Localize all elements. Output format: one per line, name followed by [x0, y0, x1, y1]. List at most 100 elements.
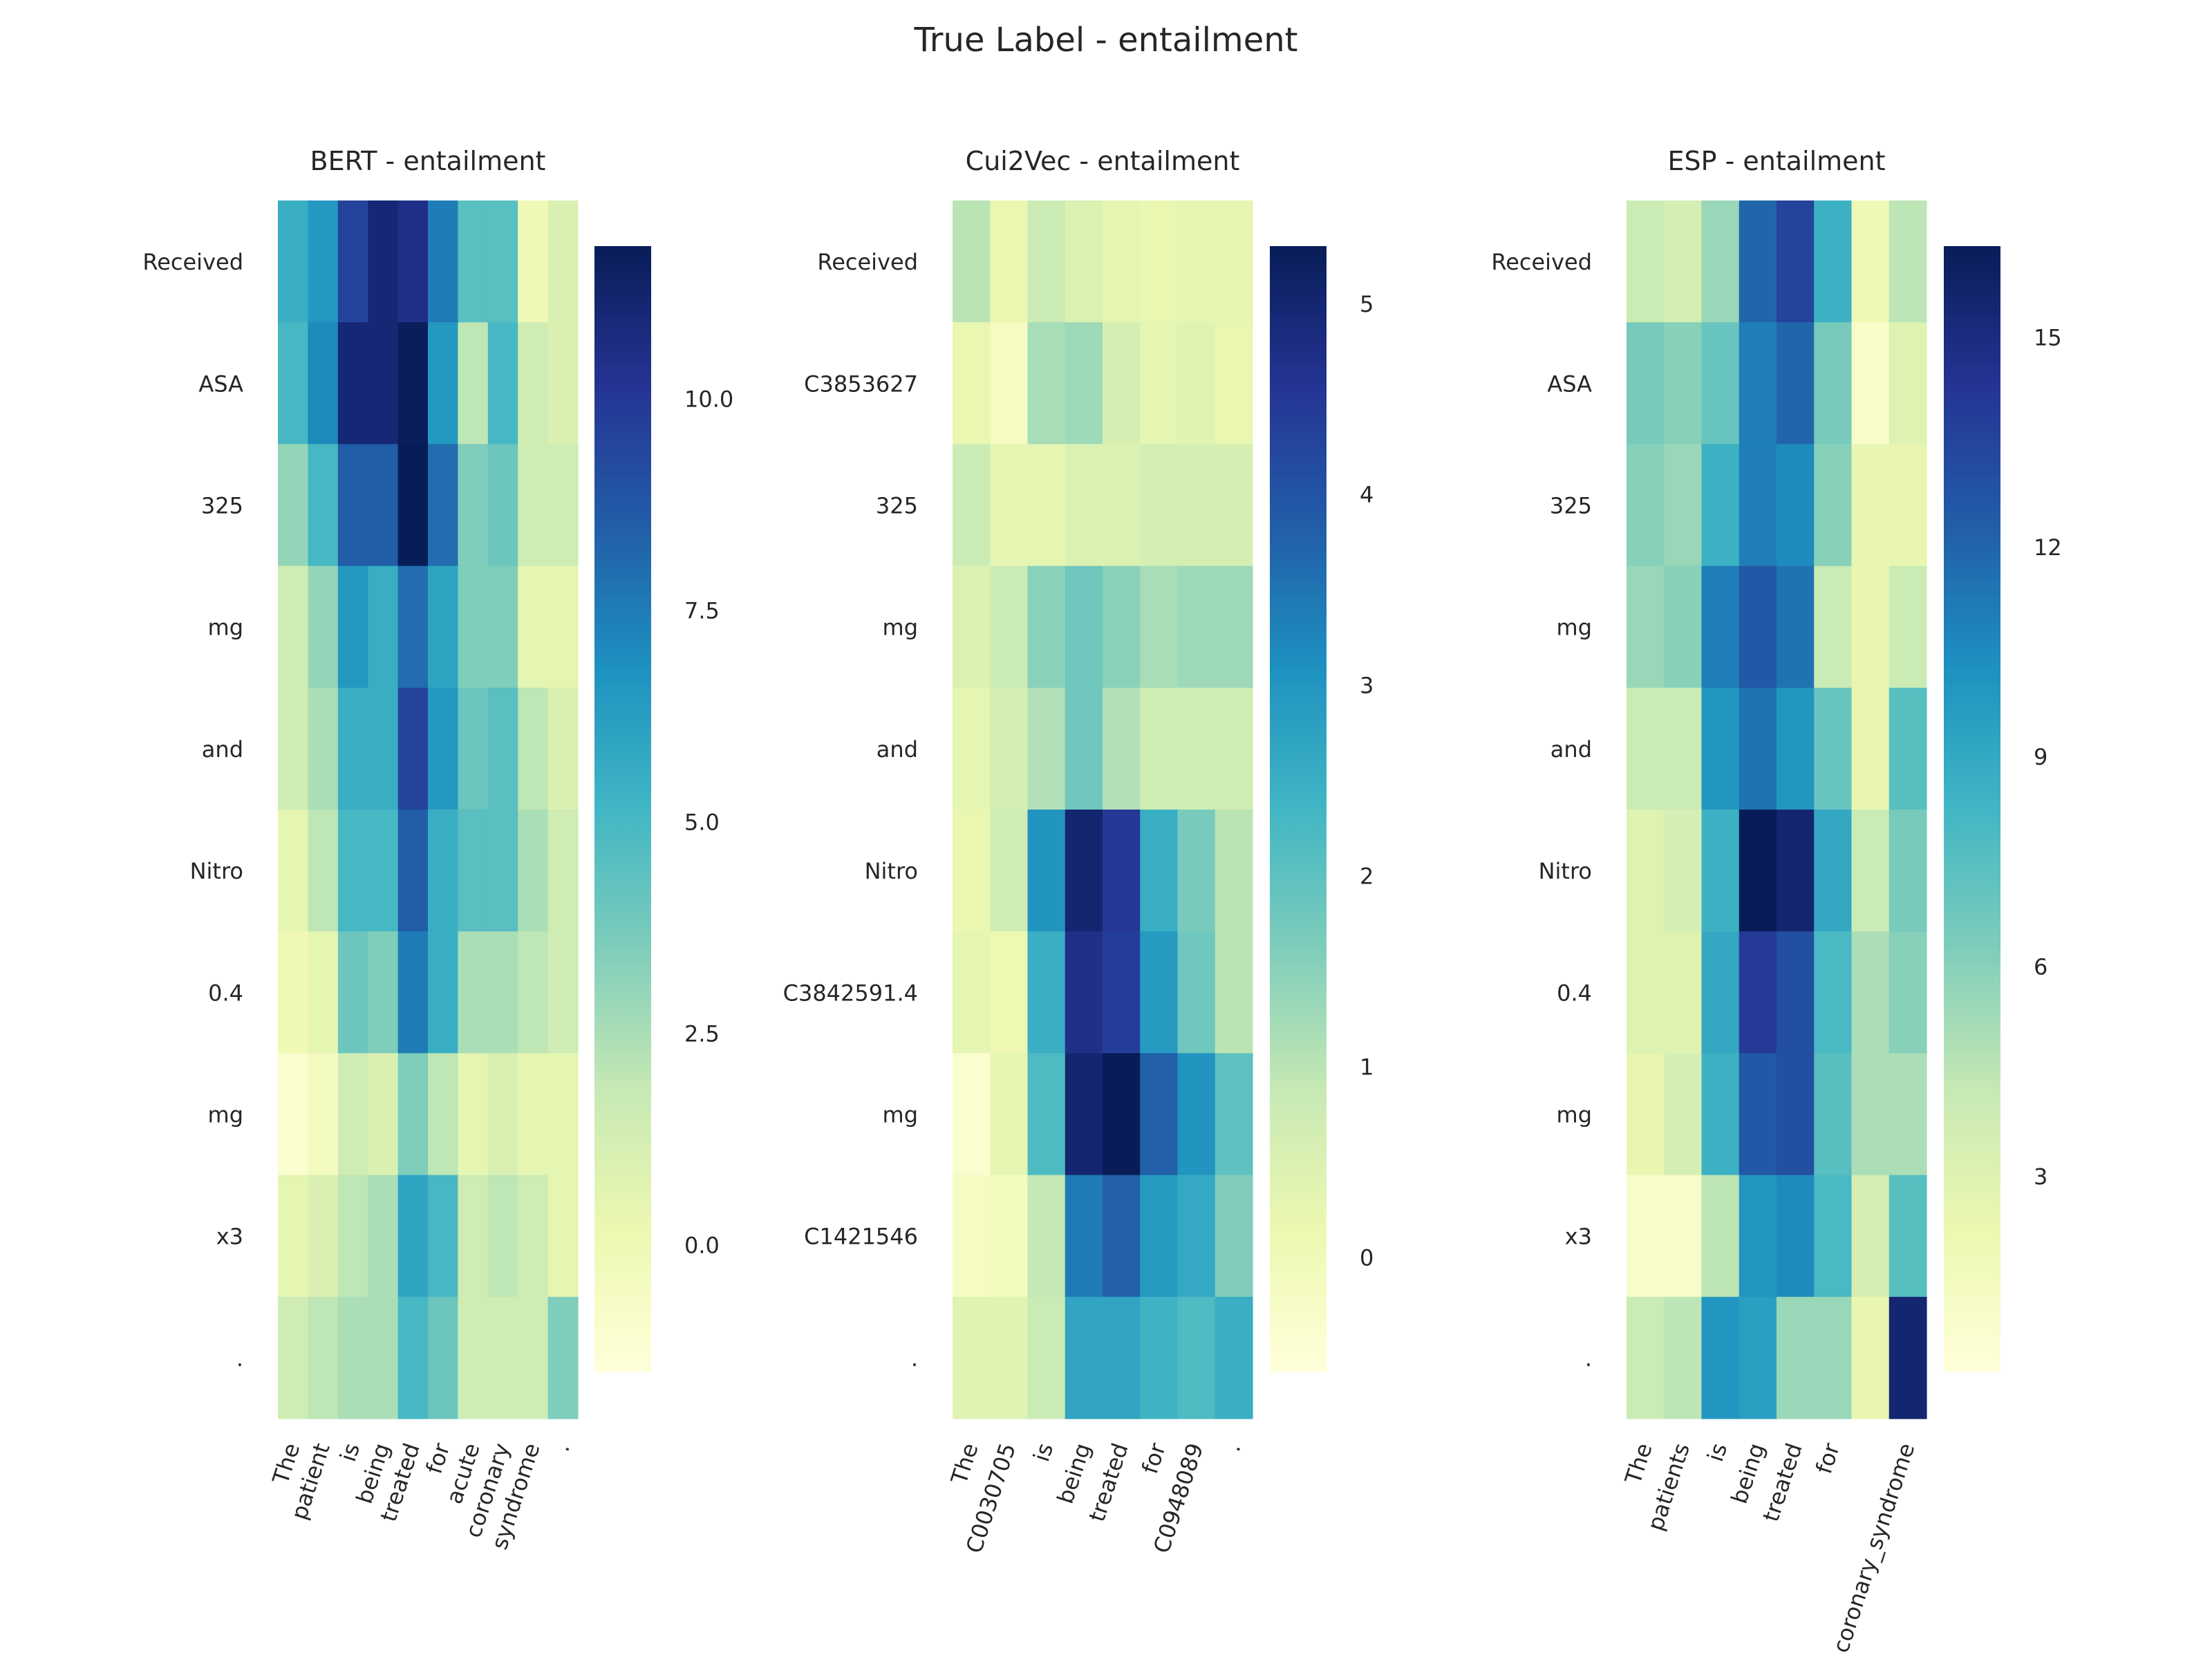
heatmap-cell: mg / being: 12.5	[1738, 1053, 1777, 1176]
heatmap-cell: Nitro / : 4	[1851, 810, 1890, 932]
colorbar-tick-label: 4	[1360, 482, 1374, 508]
heatmap-cell: C1421546 / C0948089: 2.6	[1177, 1175, 1216, 1298]
heatmap-cell: Received / is: 9.5	[337, 200, 368, 323]
heatmap-cell: mg / patients: 3.5	[1664, 1053, 1703, 1176]
heatmap-cell: C1421546 / being: 3.4	[1065, 1175, 1103, 1298]
heatmap-cell: x3 / coronary_syndrome: 7.5	[1888, 1175, 1927, 1298]
heatmap-cell: 325 / is: 0.3	[1027, 444, 1066, 567]
heatmap-cell: mg / The: 5.5	[1627, 566, 1665, 689]
row-label: 325	[1550, 493, 1592, 519]
row-label: 325	[876, 493, 918, 519]
heatmap-cell: 0.4 / treated: 7.5	[397, 931, 429, 1054]
heatmap-cell: and / treated: 9.5	[397, 687, 429, 810]
heatmap-cell: . / .: 3.5	[547, 1296, 579, 1419]
row-label: Nitro	[865, 858, 918, 884]
heatmap-cell: C3853627 / The: 0.2	[953, 322, 991, 445]
row-label: .	[911, 1345, 918, 1372]
heatmap-cell: 325 / patient: 5	[308, 444, 339, 567]
heatmap-cell: Nitro / is: 5	[337, 810, 368, 932]
heatmap-cell: . / for: 5.5	[1814, 1296, 1853, 1419]
heatmap-cell: x3 / patients: 1	[1664, 1175, 1703, 1298]
heatmap-cell: 325 / syndrome: 1.5	[518, 444, 549, 567]
heatmap-cell: ASA / is: 11	[337, 322, 368, 445]
heatmap-cell: C3853627 / C0948089: 0.4	[1177, 322, 1216, 445]
heatmap-cell: Received / being: 0.5	[1065, 200, 1103, 323]
colorbar-tick-label: 7.5	[684, 597, 720, 624]
heatmap-cell: 0.4 / treated: 13	[1777, 931, 1815, 1054]
heatmap-cell: 0.4 / patients: 3	[1664, 931, 1703, 1054]
heatmap-cell: C3842591.4 / treated: 4.4	[1103, 931, 1141, 1054]
colorbar-tick-label: 2	[1360, 863, 1374, 890]
heatmap-cell: mg / being: 12.5	[1738, 566, 1777, 689]
heatmap-cell: Nitro / C0948089: 1.7	[1177, 810, 1216, 932]
heatmap-cell: Nitro / patient: 2	[308, 810, 339, 932]
heatmap-cell: Nitro / treated: 8.5	[397, 810, 429, 932]
heatmap-cell: Received / is: 0.8	[1027, 200, 1066, 323]
heatmap-cell: and / patients: 4	[1664, 687, 1703, 810]
heatmap-cell: 325 / The: 0.8	[953, 444, 991, 567]
heatmap-cell: 0.4 / patient: 0.5	[308, 931, 339, 1054]
heatmap-cell: Nitro / for: 5.5	[428, 810, 458, 932]
col-label: for	[1810, 1439, 1845, 1477]
heatmap-cell: Nitro / treated: 4.5	[1103, 810, 1141, 932]
heatmap-cell: Received / for: 0.2	[1140, 200, 1179, 323]
heatmap-cell: x3 / being: 2.5	[368, 1175, 399, 1298]
row-label: Received	[142, 249, 243, 275]
heatmap-cell: 325 / is: 8.5	[1701, 444, 1740, 567]
heatmap-cell: . / for: 4	[428, 1296, 458, 1419]
heatmap-cell: Received / coronary: 4.5	[487, 200, 518, 323]
heatmap-cell: x3 / coronary: 2	[487, 1175, 518, 1298]
row-label: x3	[216, 1224, 243, 1250]
heatmap-cell: 0.4 / coronary: 2.5	[487, 931, 518, 1054]
heatmap-cell: mg / patient: -0.5	[308, 1053, 339, 1176]
heatmap-cell: Nitro / coronary_syndrome: 6.5	[1888, 810, 1927, 932]
heatmap-cell: mg / treated: 11.5	[1777, 566, 1815, 689]
heatmap-cell: Nitro / coronary: 4.5	[487, 810, 518, 932]
heatmap-cell: Received / The: 1	[953, 200, 991, 323]
heatmap-cell: mg / for: 6	[428, 566, 458, 689]
heatmap-cell: C1421546 / C0030705: -0.1	[990, 1175, 1029, 1298]
heatmap-cell: Nitro / .: 1	[1215, 810, 1253, 932]
heatmap-cell: Received / treated: 10.5	[397, 200, 429, 323]
heatmap-cell: . / is: 0.8	[1027, 1296, 1066, 1419]
colorbar-tick-label: 5	[1360, 291, 1374, 317]
colorbar-tick-label: 5.0	[684, 809, 720, 835]
heatmap-cell: . / The: 1.5	[278, 1296, 308, 1419]
heatmap-cell: x3 / being: 10	[1738, 1175, 1777, 1298]
heatmap-cell: C3853627 / C0030705: -0.2	[990, 322, 1029, 445]
heatmap-cell: mg / being: 5	[1065, 1053, 1103, 1176]
heatmap-cell: mg / The: -1	[278, 1053, 308, 1176]
colorbar-tick-label: 3	[2034, 1164, 2047, 1190]
col-label: is	[1028, 1440, 1058, 1465]
heatmap-cell: C3842591.4 / C0030705: 0.1	[990, 931, 1029, 1054]
colorbar-tick-label: 1	[1360, 1054, 1374, 1081]
heatmap-cell: and / for: 6.5	[428, 687, 458, 810]
heatmap-cell: Nitro / being: 5	[368, 810, 399, 932]
heatmap-cell: 325 / treated: 10.5	[1777, 444, 1815, 567]
heatmap-cell: C3842591.4 / The: 0.3	[953, 931, 991, 1054]
heatmap-cell: 0.4 / : 5	[1851, 931, 1890, 1054]
heatmap-cell: mg / for: 1.2	[1140, 566, 1179, 689]
heatmap-cell: and / syndrome: 2	[518, 687, 549, 810]
row-label: mg	[883, 1102, 918, 1128]
heatmap-cell: mg / The: -0.4	[953, 1053, 991, 1176]
heatmap-cell: 325 / The: 3	[278, 444, 308, 567]
heatmap-cell: mg / coronary: 3.5	[487, 566, 518, 689]
heatmap-cell: ASA / The: 5	[278, 322, 308, 445]
heatmap-cell: Received / acute: 4.5	[458, 200, 489, 323]
heatmap-cell: Received / : 2	[1851, 200, 1890, 323]
heatmap-cell: and / for: 7	[1814, 687, 1853, 810]
figure-title: True Label - entailment	[914, 21, 1298, 59]
colorbar-tick-label: 9	[2034, 744, 2047, 770]
heatmap-cell: x3 / treated: 10.5	[1777, 1175, 1815, 1298]
colorbar	[1270, 246, 1327, 1372]
heatmap-cell: . / patient: 2	[308, 1296, 339, 1419]
heatmap-cell: mg / The: 2.5	[1627, 1053, 1665, 1176]
heatmap-cell: x3 / The: 1	[1627, 1175, 1665, 1298]
row-label: mg	[1557, 1102, 1592, 1128]
heatmap-cell: 325 / coronary: 4	[487, 444, 518, 567]
heatmap-cell: and / treated: 10	[1777, 687, 1815, 810]
colorbar-tick-label: 10.0	[684, 386, 733, 412]
heatmap-cell: and / treated: 1.1	[1103, 687, 1141, 810]
